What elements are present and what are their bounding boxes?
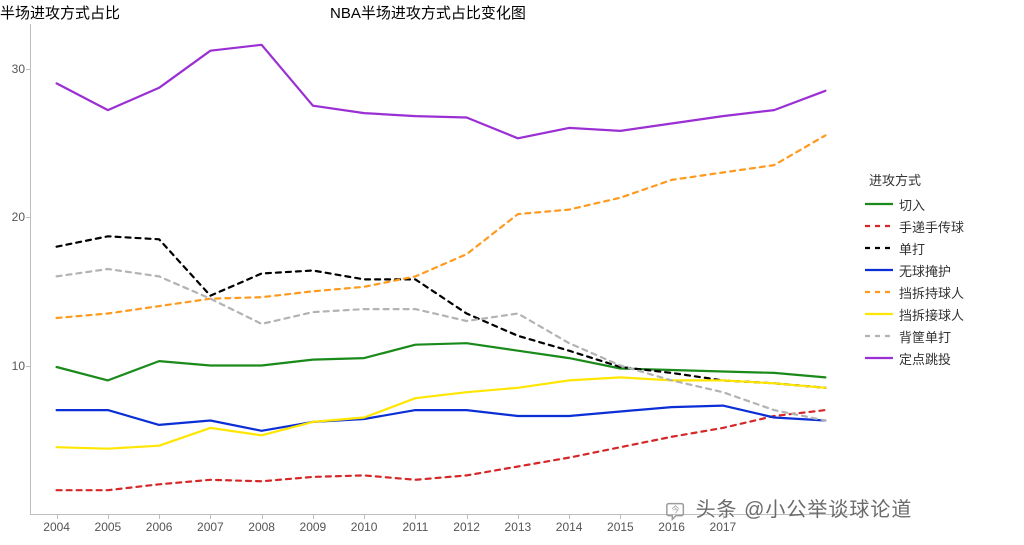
x-tick-label: 2010 (351, 520, 378, 534)
legend-item-cut: 切入 (865, 193, 964, 215)
legend-label: 定点跳投 (899, 349, 951, 368)
legend-label: 无球掩护 (899, 261, 951, 280)
x-tick-mark (210, 514, 211, 519)
legend-swatch (865, 283, 893, 301)
legend-swatch (865, 217, 893, 235)
x-tick-label: 2004 (43, 520, 70, 534)
x-tick-mark (57, 514, 58, 519)
series-line-pnr_ball (57, 135, 826, 318)
legend-item-handoff: 手递手传球 (865, 215, 964, 237)
chart-title: NBA半场进攻方式占比变化图 (330, 2, 526, 23)
series-line-off_screen (57, 406, 826, 431)
legend-label: 手递手传球 (899, 217, 964, 236)
legend-item-pnr_ball: 挡拆持球人 (865, 281, 964, 303)
x-tick-label: 2008 (248, 520, 275, 534)
y-axis-label: 半场进攻方式占比 (0, 2, 120, 23)
x-tick-label: 2006 (146, 520, 173, 534)
x-tick-label: 2005 (95, 520, 122, 534)
chart-legend: 进攻方式 切入手递手传球单打无球掩护挡拆持球人挡拆接球人背筐单打定点跳投 (865, 170, 964, 369)
legend-item-post_up: 背筐单打 (865, 325, 964, 347)
chart-lines-svg (31, 24, 851, 514)
legend-swatch (865, 327, 893, 345)
y-tick-mark (26, 366, 31, 367)
legend-label: 挡拆接球人 (899, 305, 964, 324)
x-tick-label: 2012 (453, 520, 480, 534)
legend-swatch (865, 239, 893, 257)
y-tick-label: 30 (12, 62, 25, 76)
x-tick-label: 2013 (505, 520, 532, 534)
x-tick-mark (518, 514, 519, 519)
x-tick-mark (569, 514, 570, 519)
legend-swatch (865, 195, 893, 213)
x-tick-label: 2016 (658, 520, 685, 534)
legend-item-spot_up: 定点跳投 (865, 347, 964, 369)
series-line-pnr_roll (57, 377, 826, 448)
x-tick-label: 2007 (197, 520, 224, 534)
y-tick-mark (26, 217, 31, 218)
legend-swatch (865, 261, 893, 279)
x-tick-mark (313, 514, 314, 519)
x-tick-mark (415, 514, 416, 519)
x-tick-mark (620, 514, 621, 519)
chart-plot-area: 102030 200420052006200720082009201020112… (30, 24, 851, 515)
legend-item-pnr_roll: 挡拆接球人 (865, 303, 964, 325)
legend-item-iso: 单打 (865, 237, 964, 259)
legend-label: 单打 (899, 239, 925, 258)
series-line-iso (57, 236, 826, 387)
legend-item-off_screen: 无球掩护 (865, 259, 964, 281)
x-tick-mark (672, 514, 673, 519)
x-tick-mark (723, 514, 724, 519)
legend-label: 挡拆持球人 (899, 283, 964, 302)
series-line-handoff (57, 410, 826, 490)
x-tick-label: 2014 (556, 520, 583, 534)
legend-title: 进攻方式 (865, 170, 964, 189)
x-tick-label: 2011 (402, 520, 428, 534)
x-tick-mark (467, 514, 468, 519)
legend-label: 背筐单打 (899, 327, 951, 346)
x-tick-mark (159, 514, 160, 519)
y-tick-mark (26, 69, 31, 70)
x-tick-mark (108, 514, 109, 519)
x-tick-label: 2017 (710, 520, 737, 534)
x-tick-label: 2015 (607, 520, 634, 534)
series-line-cut (57, 343, 826, 380)
legend-swatch (865, 305, 893, 323)
y-tick-label: 10 (12, 359, 25, 373)
y-tick-label: 20 (12, 210, 25, 224)
legend-swatch (865, 349, 893, 367)
series-line-spot_up (57, 45, 826, 139)
x-tick-mark (364, 514, 365, 519)
x-tick-label: 2009 (300, 520, 327, 534)
legend-label: 切入 (899, 195, 925, 214)
x-tick-mark (262, 514, 263, 519)
